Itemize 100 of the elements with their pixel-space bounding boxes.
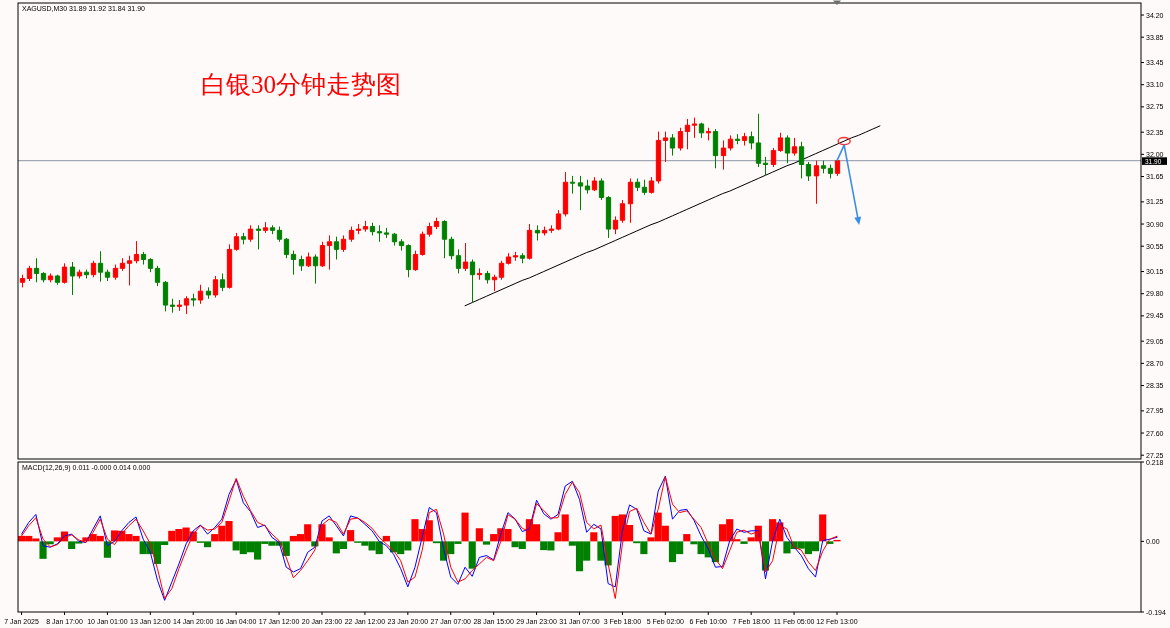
candlestick [119, 257, 126, 272]
candlestick [305, 252, 312, 268]
candlestick [562, 171, 569, 217]
candlestick [140, 251, 147, 266]
candlestick [577, 175, 584, 211]
candlestick [40, 271, 47, 283]
candlestick [469, 259, 476, 304]
candlestick [770, 147, 777, 168]
candlestick [240, 232, 247, 245]
line-series [464, 125, 881, 307]
candlestick [97, 250, 104, 283]
candlestick [641, 179, 648, 196]
candlestick [698, 122, 705, 139]
candlestick [827, 164, 834, 179]
candlestick [262, 221, 269, 234]
candlestick [677, 127, 684, 152]
candlestick [183, 295, 190, 315]
candlestick [762, 156, 769, 176]
bar [819, 514, 827, 542]
candlestick [104, 269, 111, 282]
candlestick [319, 241, 326, 268]
candlestick [584, 179, 591, 195]
candlestick [205, 286, 212, 300]
candlestick [720, 139, 727, 171]
candlestick [226, 243, 233, 290]
candlestick [197, 284, 204, 305]
candlestick [269, 224, 276, 235]
candlestick [112, 264, 119, 281]
candlestick [255, 224, 262, 250]
candlestick [33, 257, 40, 283]
candlestick [283, 237, 290, 259]
candlestick [648, 176, 655, 195]
candlestick [612, 215, 619, 235]
bar [683, 534, 691, 542]
candlestick [455, 248, 462, 274]
bar [461, 512, 469, 542]
candlestick [298, 255, 305, 272]
candlestick [705, 127, 712, 141]
candlestick [355, 223, 362, 235]
candlestick [383, 227, 390, 239]
candlestick [176, 299, 183, 312]
candlestick [662, 131, 669, 163]
candlestick [412, 250, 419, 272]
candlestick [162, 280, 169, 312]
candlestick [798, 141, 805, 179]
candlestick [340, 234, 347, 253]
candlestick [619, 199, 626, 224]
candlestick [548, 224, 555, 234]
candlestick [805, 161, 812, 182]
candlestick [741, 132, 748, 146]
candlestick [519, 252, 526, 264]
candlestick [133, 240, 140, 264]
candlestick [669, 133, 676, 157]
candlestick [290, 250, 297, 276]
candlestick [326, 234, 333, 271]
candlestick [541, 226, 548, 236]
candlestick [69, 261, 76, 296]
candlestick [441, 219, 448, 259]
candlestick [433, 217, 440, 230]
candlestick [333, 236, 340, 260]
bar [475, 528, 483, 542]
candlestick [505, 252, 512, 266]
bar [590, 532, 598, 542]
candlestick [834, 158, 841, 177]
candlestick [426, 222, 433, 238]
candlestick [398, 238, 405, 252]
candlestick [684, 118, 691, 150]
candlestick [391, 232, 398, 247]
bar [482, 541, 491, 545]
candlestick [276, 226, 283, 243]
candlestick [655, 131, 662, 184]
candlestick [791, 137, 798, 157]
candlestick [312, 253, 319, 285]
candlestick [169, 298, 176, 314]
bar [347, 530, 355, 542]
candlestick [634, 177, 641, 192]
candlestick [376, 224, 383, 243]
candlestick [813, 160, 820, 205]
candlestick [348, 226, 355, 243]
candlestick [598, 177, 605, 201]
candlestick [405, 243, 412, 278]
candlestick [126, 255, 133, 286]
candlestick [748, 131, 755, 150]
candlestick [691, 117, 698, 139]
candlestick [26, 265, 33, 282]
candlestick [154, 265, 161, 287]
candlestick [19, 274, 26, 288]
bar [468, 541, 476, 569]
candlestick [190, 293, 197, 307]
candlestick [526, 223, 533, 260]
candlestick [362, 220, 369, 233]
candlestick [90, 260, 97, 278]
candlestick [734, 133, 741, 145]
candlestick [491, 274, 498, 292]
candlestick [784, 134, 791, 164]
candlestick [76, 269, 83, 279]
candlestick [498, 260, 505, 281]
candlestick [605, 195, 612, 239]
candlestick [212, 275, 219, 298]
candlestick [369, 222, 376, 236]
